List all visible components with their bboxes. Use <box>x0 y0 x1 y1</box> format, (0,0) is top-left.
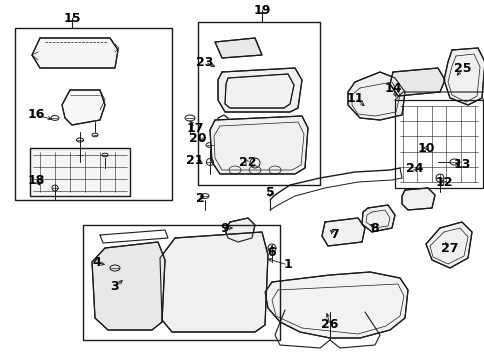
Text: 2: 2 <box>195 191 204 205</box>
Polygon shape <box>62 90 105 125</box>
Polygon shape <box>217 68 302 112</box>
Text: 4: 4 <box>92 256 101 270</box>
Bar <box>197 22 319 185</box>
Text: 1: 1 <box>283 258 292 272</box>
Text: 16: 16 <box>27 109 45 121</box>
Polygon shape <box>214 38 261 58</box>
Bar <box>30 148 130 196</box>
Text: 11: 11 <box>346 91 363 105</box>
Bar <box>394 100 482 188</box>
Polygon shape <box>210 116 307 174</box>
Polygon shape <box>321 218 364 246</box>
Text: 15: 15 <box>63 11 80 25</box>
Text: 24: 24 <box>406 161 423 175</box>
Text: 23: 23 <box>196 55 213 69</box>
Text: 25: 25 <box>454 61 471 75</box>
Polygon shape <box>348 72 404 120</box>
Text: 10: 10 <box>416 141 434 155</box>
Polygon shape <box>225 218 255 242</box>
Polygon shape <box>160 232 268 332</box>
Bar <box>83 225 279 340</box>
Text: 21: 21 <box>186 154 203 166</box>
Polygon shape <box>425 222 471 268</box>
Text: 20: 20 <box>189 131 206 145</box>
Text: 27: 27 <box>440 241 458 255</box>
Text: 17: 17 <box>186 121 203 135</box>
Polygon shape <box>443 48 484 105</box>
Polygon shape <box>401 188 434 210</box>
Polygon shape <box>264 272 407 338</box>
Text: 19: 19 <box>253 4 270 16</box>
Polygon shape <box>92 242 165 330</box>
Text: 7: 7 <box>330 228 339 241</box>
Text: 18: 18 <box>27 174 45 186</box>
Text: 13: 13 <box>453 159 469 171</box>
Text: 3: 3 <box>110 281 119 293</box>
Text: 5: 5 <box>265 186 274 198</box>
Text: 8: 8 <box>370 221 378 235</box>
Polygon shape <box>361 205 394 232</box>
Text: 6: 6 <box>267 246 276 258</box>
Text: 12: 12 <box>434 176 452 188</box>
Text: 26: 26 <box>320 318 338 332</box>
Bar <box>15 28 172 200</box>
Text: 9: 9 <box>220 221 229 235</box>
Text: 14: 14 <box>383 81 401 95</box>
Text: 22: 22 <box>239 156 256 170</box>
Polygon shape <box>32 38 118 68</box>
Polygon shape <box>389 68 444 96</box>
